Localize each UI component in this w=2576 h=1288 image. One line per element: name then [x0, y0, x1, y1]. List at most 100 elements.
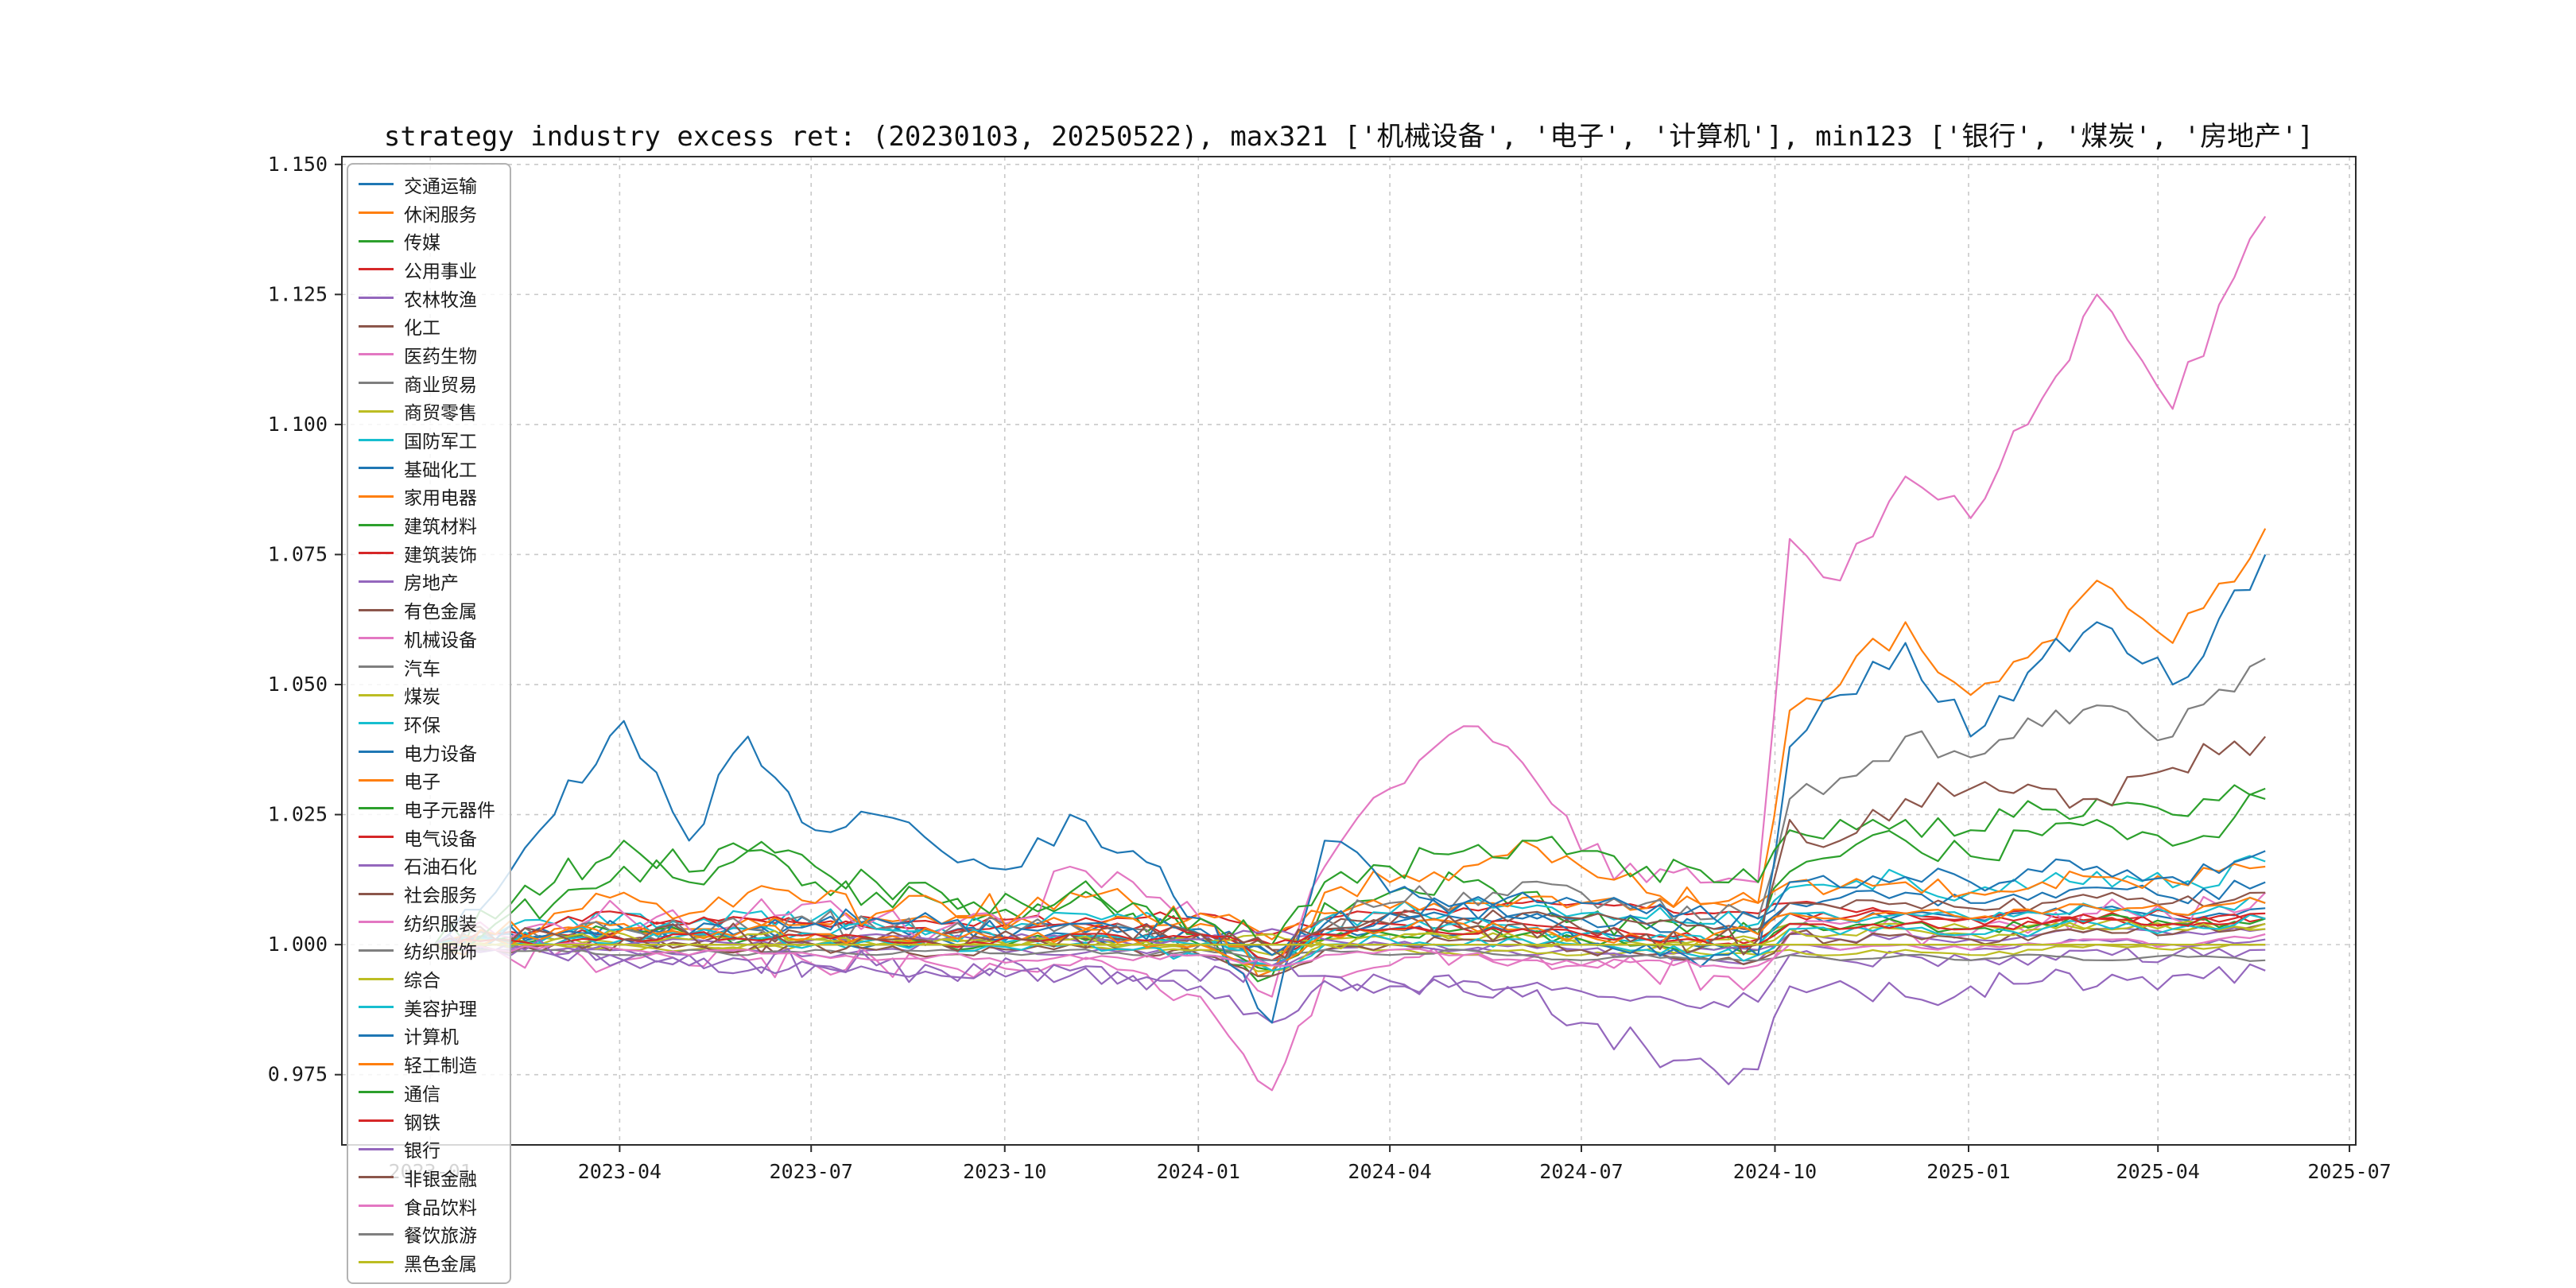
- x-tick-label: 2024-01: [1157, 1160, 1240, 1183]
- legend-item-电力设备: 电力设备: [359, 738, 495, 766]
- legend-line-sample: [359, 382, 394, 385]
- legend-label: 休闲服务: [404, 204, 477, 226]
- legend-item-建筑装饰: 建筑装饰: [359, 539, 495, 568]
- legend-item-环保: 环保: [359, 709, 495, 738]
- x-tick-label: 2023-07: [770, 1160, 853, 1183]
- legend-line-sample: [359, 807, 394, 810]
- legend-item-计算机: 计算机: [359, 1022, 495, 1050]
- legend-item-社会服务: 社会服务: [359, 879, 495, 908]
- y-tick-label: 1.075: [268, 542, 328, 565]
- legend-line-sample: [359, 438, 394, 441]
- legend-item-美容护理: 美容护理: [359, 993, 495, 1022]
- legend-line-sample: [359, 1006, 394, 1009]
- legend-item-农林牧渔: 农林牧渔: [359, 284, 495, 312]
- legend-label: 公用事业: [404, 261, 477, 282]
- plot-border: [341, 156, 2357, 1146]
- legend-item-钢铁: 钢铁: [359, 1107, 495, 1135]
- legend-item-电子元器件: 电子元器件: [359, 794, 495, 823]
- legend-line-sample: [359, 211, 394, 215]
- y-tick-label: 1.050: [268, 673, 328, 696]
- legend-item-交通运输: 交通运输: [359, 170, 495, 199]
- legend-line-sample: [359, 778, 394, 782]
- legend-label: 非银金融: [404, 1169, 477, 1190]
- x-tick-label: 2023-10: [963, 1160, 1046, 1183]
- legend-label: 有色金属: [404, 602, 477, 623]
- legend-label: 电子: [404, 772, 440, 793]
- y-tick-label: 1.100: [268, 413, 328, 436]
- legend-label: 黑色金属: [404, 1254, 477, 1275]
- legend-label: 纺织服饰: [404, 942, 477, 964]
- legend-label: 汽车: [404, 658, 440, 680]
- legend-line-sample: [359, 297, 394, 300]
- legend-item-石油石化: 石油石化: [359, 852, 495, 880]
- legend-item-食品饮料: 食品饮料: [359, 1192, 495, 1220]
- legend-line-sample: [359, 523, 394, 526]
- legend-item-轻工制造: 轻工制造: [359, 1049, 495, 1078]
- legend-label: 电力设备: [404, 743, 477, 765]
- series-line-房地产: [434, 937, 2266, 1024]
- series-lines: [433, 215, 2267, 1092]
- legend-line-sample: [359, 1062, 394, 1065]
- legend-item-国防军工: 国防军工: [359, 425, 495, 454]
- legend-line-sample: [359, 863, 394, 867]
- legend-label: 餐饮旅游: [404, 1226, 477, 1247]
- legend-line-sample: [359, 637, 394, 640]
- legend-line-sample: [359, 268, 394, 271]
- legend-line-sample: [359, 722, 394, 725]
- legend-line-sample: [359, 921, 394, 924]
- legend-label: 食品饮料: [404, 1197, 477, 1219]
- x-tick-label: 2025-04: [2116, 1160, 2200, 1183]
- x-tick-label: 2024-07: [1539, 1160, 1623, 1183]
- series-line-建筑装饰: [434, 910, 2266, 961]
- legend-label: 煤炭: [404, 687, 440, 708]
- legend-line-sample: [359, 1205, 394, 1208]
- legend-item-纺织服饰: 纺织服饰: [359, 937, 495, 965]
- legend-line-sample: [359, 608, 394, 611]
- legend-label: 机械设备: [404, 630, 477, 651]
- legend-item-房地产: 房地产: [359, 568, 495, 596]
- legend-item-黑色金属: 黑色金属: [359, 1248, 495, 1277]
- legend: 交通运输 休闲服务 传媒 公用事业 农林牧渔 化工 医药生物 商业贸易 商贸零售 国防军工 基础化工…: [347, 163, 511, 1284]
- legend-line-sample: [359, 892, 394, 895]
- legend-label: 通信: [404, 1084, 440, 1105]
- legend-label: 家用电器: [404, 488, 477, 510]
- axis-tick-labels: 0.975 1.000 1.025 1.050 1.075 1.100 1.125 1.150…: [268, 153, 2392, 1183]
- legend-label: 基础化工: [404, 460, 477, 481]
- legend-label: 国防军工: [404, 432, 477, 453]
- legend-line-sample: [359, 552, 394, 555]
- legend-line-sample: [359, 751, 394, 754]
- legend-label: 建筑材料: [404, 517, 477, 538]
- legend-label: 建筑装饰: [404, 545, 477, 566]
- series-line-传媒: [433, 793, 2266, 983]
- series-line-纺织服饰: [434, 944, 2266, 962]
- legend-label: 房地产: [404, 573, 459, 595]
- legend-label: 医药生物: [404, 346, 477, 367]
- legend-label: 银行: [404, 1141, 440, 1162]
- legend-item-传媒: 传媒: [359, 227, 495, 255]
- legend-item-家用电器: 家用电器: [359, 483, 495, 511]
- legend-item-有色金属: 有色金属: [359, 596, 495, 624]
- legend-line-sample: [359, 949, 394, 952]
- legend-item-商业贸易: 商业贸易: [359, 369, 495, 398]
- legend-label: 综合: [404, 971, 440, 992]
- series-line-社会服务: [434, 922, 2266, 977]
- legend-label: 轻工制造: [404, 1056, 477, 1077]
- legend-item-汽车: 汽车: [359, 653, 495, 681]
- y-tick-label: 1.125: [268, 282, 328, 305]
- legend-line-sample: [359, 1034, 394, 1037]
- legend-line-sample: [359, 183, 394, 186]
- legend-line-sample: [359, 353, 394, 356]
- series-line-轻工制造: [434, 897, 2266, 967]
- legend-label: 计算机: [404, 1027, 459, 1049]
- series-line-银行: [433, 933, 2266, 1085]
- legend-line-sample: [359, 1091, 394, 1094]
- legend-item-休闲服务: 休闲服务: [359, 199, 495, 227]
- legend-line-sample: [359, 1147, 394, 1150]
- legend-item-纺织服装: 纺织服装: [359, 908, 495, 937]
- legend-line-sample: [359, 580, 394, 583]
- legend-item-餐饮旅游: 餐饮旅游: [359, 1220, 495, 1248]
- legend-label: 传媒: [404, 233, 440, 254]
- series-line-家用电器: [434, 863, 2266, 946]
